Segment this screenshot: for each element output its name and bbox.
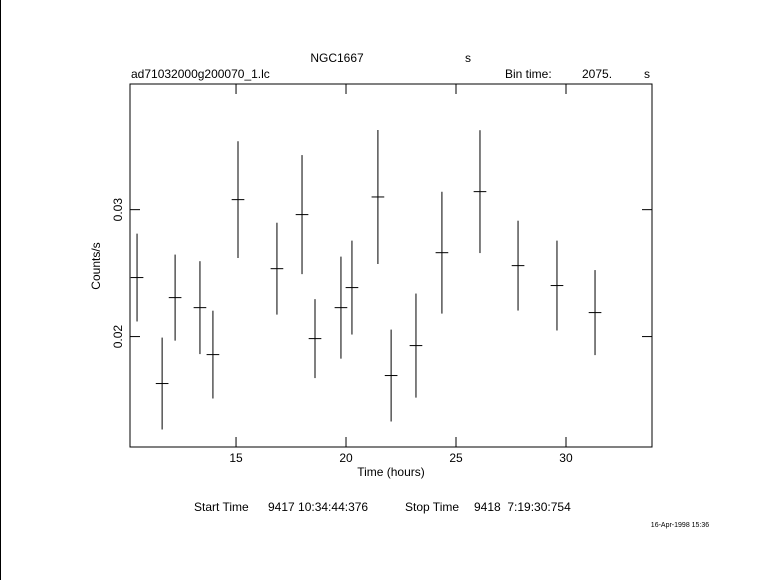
x-tick-label: 30 <box>559 451 573 465</box>
y-tick-label: 0.03 <box>111 198 125 222</box>
x-tick-label: 25 <box>449 451 463 465</box>
y-tick-label: 0.02 <box>111 325 125 349</box>
x-axis-label: Time (hours) <box>357 465 425 479</box>
bin-time-unit: s <box>644 67 650 81</box>
bin-time-label: Bin time: <box>505 67 552 81</box>
stop-time-label: Stop Time <box>405 500 459 514</box>
chart-title: NGC1667 <box>310 51 364 65</box>
title-suffix: s <box>465 51 471 65</box>
filename: ad71032000g200070_1.lc <box>131 67 270 81</box>
start-time: 9417 10:34:44:376 <box>268 500 368 514</box>
plot-frame <box>129 83 653 448</box>
x-tick-label: 15 <box>229 451 243 465</box>
start-time-label: Start Time <box>194 500 249 514</box>
bin-time: 2075. <box>582 67 612 81</box>
y-axis-label: Counts/s <box>89 242 103 289</box>
timestamp: 16-Apr-1998 15:36 <box>651 522 709 529</box>
stop-time: 9418 7:19:30:754 <box>474 500 571 514</box>
x-tick-label: 20 <box>339 451 353 465</box>
